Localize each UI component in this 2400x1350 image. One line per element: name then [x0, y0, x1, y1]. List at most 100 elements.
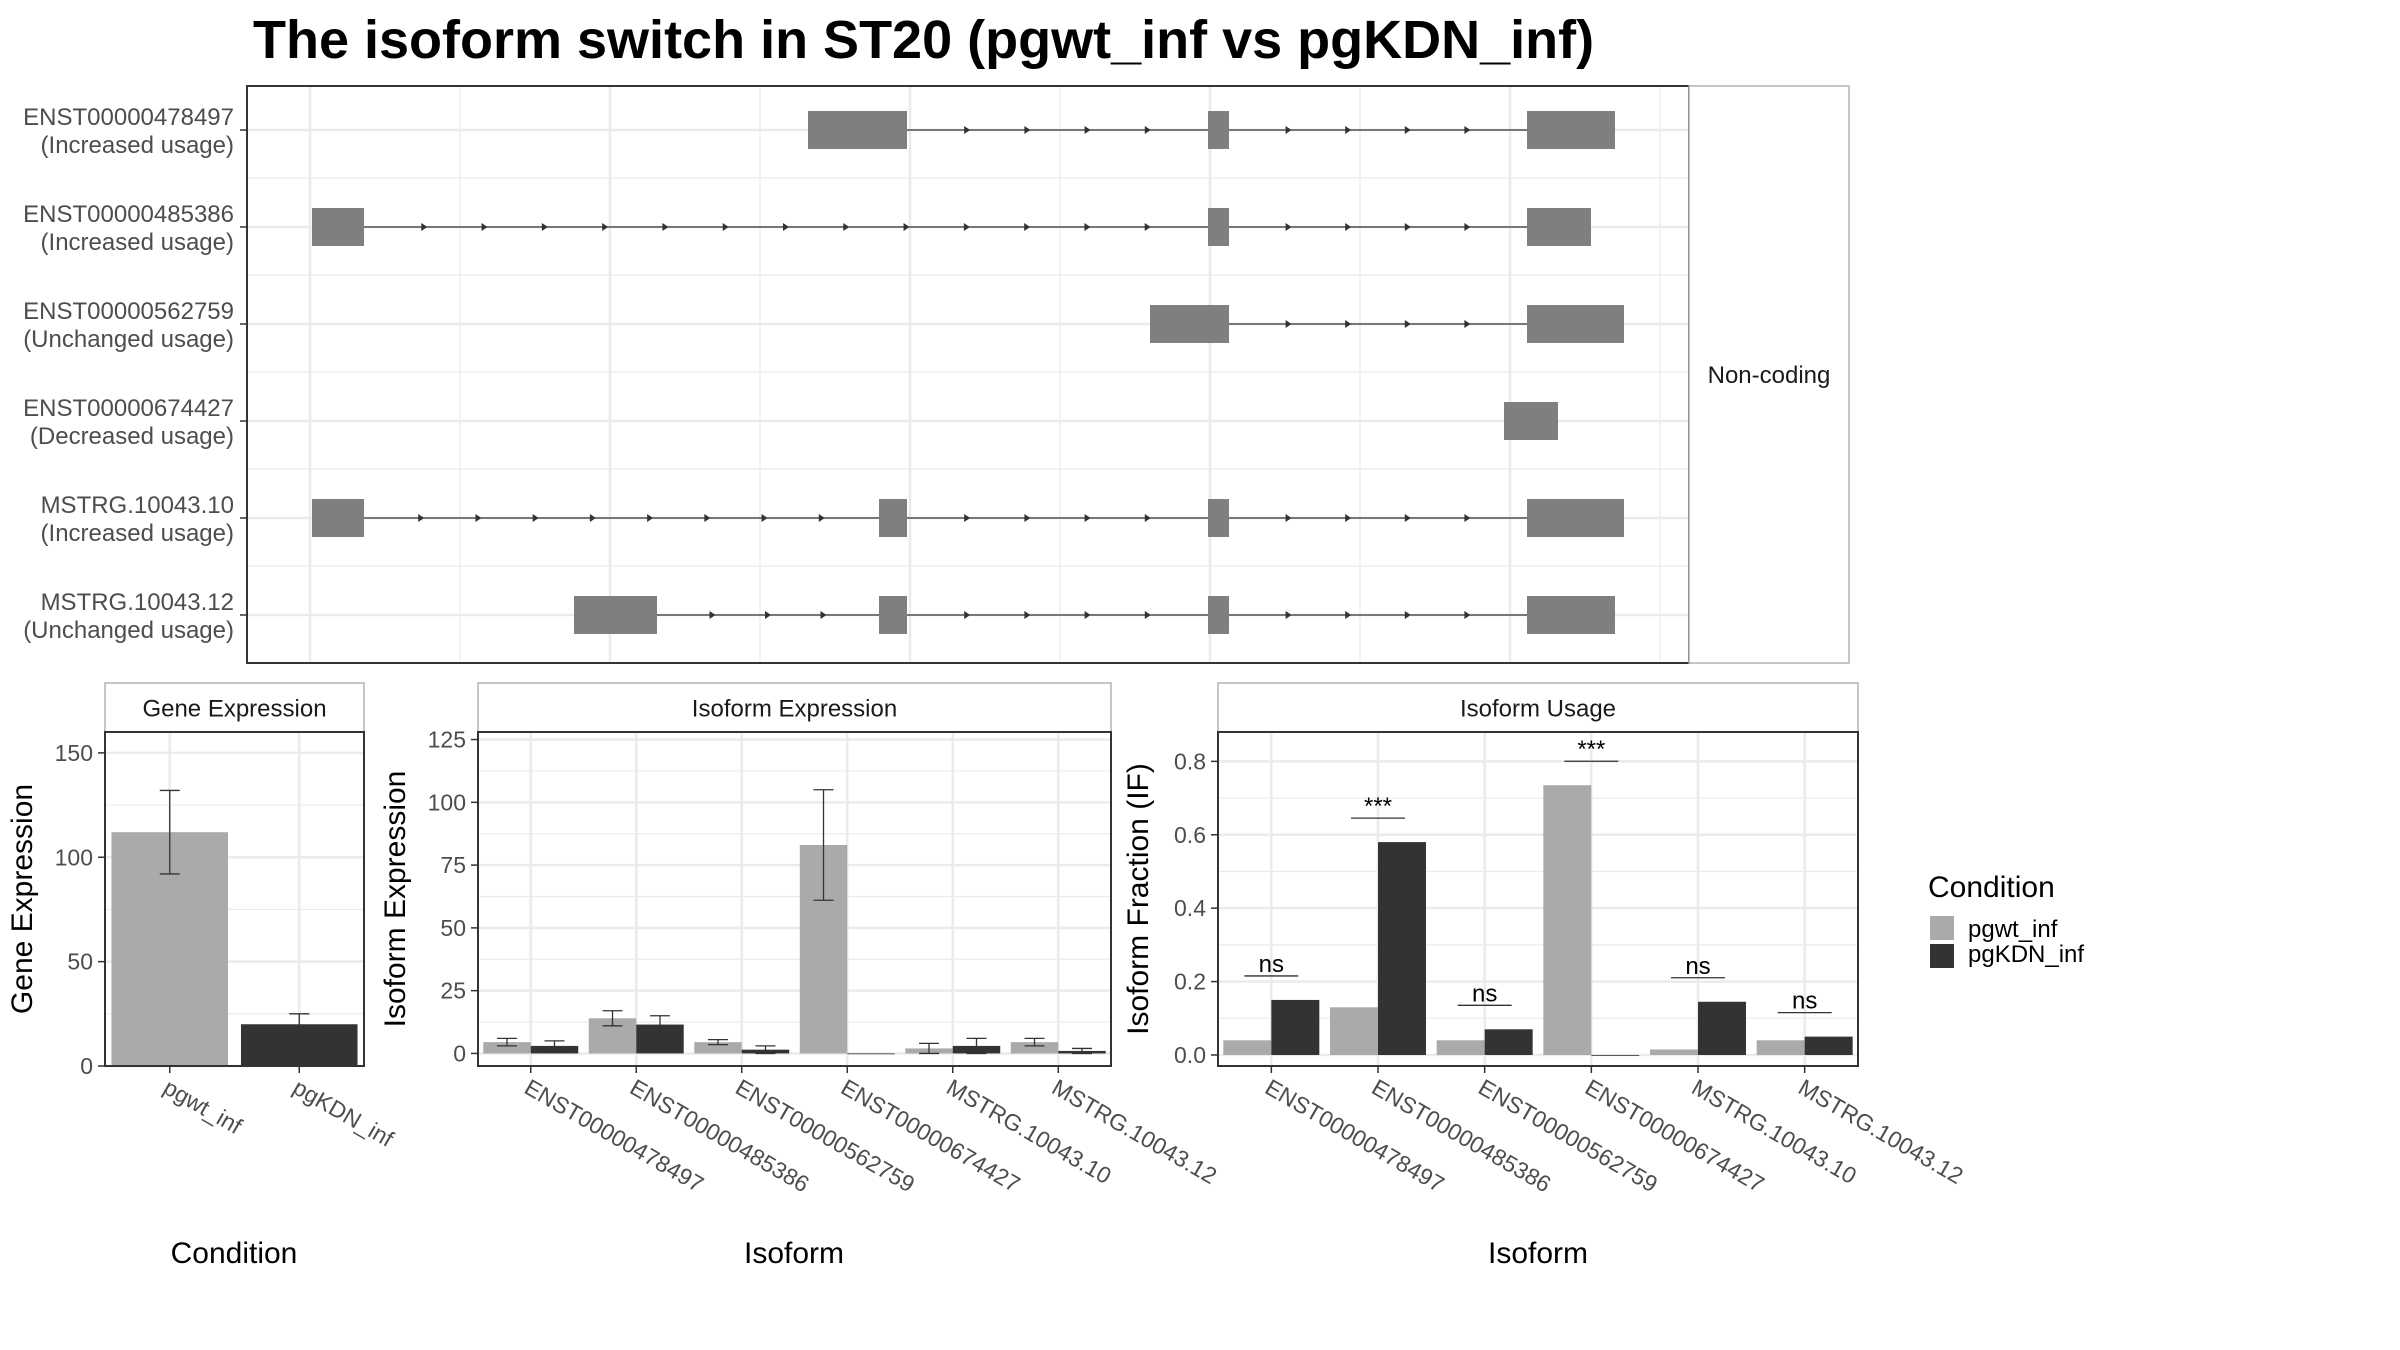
x-tick-label: ENST00000478497	[1261, 1074, 1449, 1198]
x-tick-label: ENST00000485386	[1368, 1074, 1556, 1198]
intron-arrow	[481, 223, 488, 231]
intron-arrow	[1404, 223, 1411, 231]
isoform-row-id: ENST00000478497	[23, 104, 234, 131]
x-tick-label: ENST00000562759	[1474, 1074, 1662, 1198]
y-tick-label: 50	[440, 915, 466, 941]
y-tick-label: 0.6	[1174, 822, 1206, 848]
significance-label: ns	[1259, 951, 1284, 978]
y-tick-label: 75	[440, 852, 466, 878]
bar	[1591, 1054, 1640, 1056]
isoform-row-status: (Increased usage)	[41, 520, 234, 547]
isoform-row-status: (Increased usage)	[41, 229, 234, 256]
y-tick-label: 100	[428, 789, 466, 815]
bar	[1756, 1040, 1805, 1055]
bar	[1484, 1029, 1533, 1055]
y-tick-label: 125	[428, 727, 466, 753]
panel-border	[104, 731, 365, 1067]
isoform-row-id: ENST00000485386	[23, 201, 234, 228]
significance-label: ***	[1577, 736, 1605, 763]
structure-row-labels: ENST00000478497(Increased usage)ENST0000…	[23, 104, 247, 644]
intron-arrow	[475, 514, 482, 522]
y-tick-label: 0.8	[1174, 748, 1206, 774]
intron-arrow	[1345, 611, 1352, 619]
intron-arrow	[1285, 514, 1292, 522]
bar	[847, 1053, 895, 1055]
intron-arrow	[532, 514, 539, 522]
facet-strip-label: Isoform Usage	[1460, 696, 1616, 723]
y-axis-title: Isoform Fraction (IF)	[1122, 763, 1155, 1035]
isoform-row-id: ENST00000674427	[23, 395, 234, 422]
y-tick-label: 100	[55, 844, 93, 870]
intron-arrow	[1464, 514, 1471, 522]
isoform-structure-row	[1150, 305, 1624, 343]
significance-label: ns	[1685, 953, 1710, 980]
intron-arrow	[818, 514, 825, 522]
intron-arrow	[662, 223, 669, 231]
x-axis-title: Isoform	[744, 1237, 844, 1270]
isoform-row-status: (Decreased usage)	[30, 423, 234, 450]
intron-arrow	[964, 126, 971, 134]
intron-arrow	[1084, 126, 1091, 134]
exon-block	[1527, 596, 1615, 634]
intron-arrow	[1084, 514, 1091, 522]
isoform-row-id: MSTRG.10043.12	[41, 589, 234, 616]
intron-arrow	[1285, 320, 1292, 328]
facet-strip-label: Gene Expression	[142, 696, 326, 723]
exon-block	[312, 208, 364, 246]
y-tick-label: 0	[453, 1040, 466, 1066]
exon-block	[1208, 499, 1229, 537]
intron-arrow	[1464, 223, 1471, 231]
intron-arrow	[1404, 320, 1411, 328]
intron-arrow	[418, 514, 425, 522]
exon-block	[574, 596, 657, 634]
intron-arrow	[541, 223, 548, 231]
bar	[694, 1042, 742, 1054]
exon-block	[1527, 499, 1624, 537]
isoform-usage-chart: Isoform Usage ns *** ns *** ns ns 0.0 0.2 0.4 0.6 0…	[1122, 682, 1968, 1270]
intron-arrow	[722, 223, 729, 231]
intron-arrow	[1285, 223, 1292, 231]
intron-arrow	[1144, 514, 1151, 522]
bar	[1330, 1007, 1378, 1055]
intron-arrow	[1084, 611, 1091, 619]
intron-arrow	[1345, 320, 1352, 328]
exon-block	[879, 499, 907, 537]
isoform-row-id: MSTRG.10043.10	[41, 492, 234, 519]
intron-arrow	[1464, 611, 1471, 619]
intron-arrow	[1024, 223, 1031, 231]
intron-arrow	[421, 223, 428, 231]
panel-border	[477, 731, 1112, 1067]
y-tick-label: 0.4	[1174, 895, 1206, 921]
intron-arrow	[1084, 223, 1091, 231]
x-tick-label: ENST00000562759	[731, 1074, 919, 1198]
bar	[1804, 1036, 1853, 1055]
y-axis-title: Isoform Expression	[379, 771, 412, 1028]
exon-block	[1208, 208, 1229, 246]
intron-arrow	[1345, 514, 1352, 522]
x-tick-label: ENST00000674427	[837, 1074, 1025, 1198]
intron-arrow	[1285, 611, 1292, 619]
isoform-row-id: ENST00000562759	[23, 298, 234, 325]
intron-arrow	[589, 514, 596, 522]
intron-arrow	[1345, 126, 1352, 134]
isoform-structure-row	[312, 499, 1624, 537]
bar	[1271, 999, 1320, 1055]
intron-arrow	[1144, 126, 1151, 134]
exon-block	[1150, 305, 1229, 343]
intron-arrow	[1404, 611, 1411, 619]
y-tick-label: 50	[67, 949, 93, 975]
y-tick-label: 0	[80, 1053, 93, 1079]
intron-arrow	[602, 223, 609, 231]
facet-strip-label: Isoform Expression	[692, 696, 897, 723]
intron-arrow	[903, 223, 910, 231]
isoform-structure-row	[1504, 402, 1558, 440]
exon-block	[1504, 402, 1558, 440]
intron-arrow	[963, 223, 970, 231]
page-title: The isoform switch in ST20 (pgwt_inf vs …	[253, 10, 1594, 70]
intron-arrow	[820, 611, 827, 619]
legend-label-pgKDN_inf: pgKDN_inf	[1968, 941, 2084, 968]
intron-arrow	[647, 514, 654, 522]
gene-expression-chart: Gene Expression 0 50 100 150 pgwt_inf pgKDN_in…	[6, 682, 399, 1270]
intron-arrow	[1144, 223, 1151, 231]
y-tick-label: 0.0	[1174, 1042, 1206, 1068]
